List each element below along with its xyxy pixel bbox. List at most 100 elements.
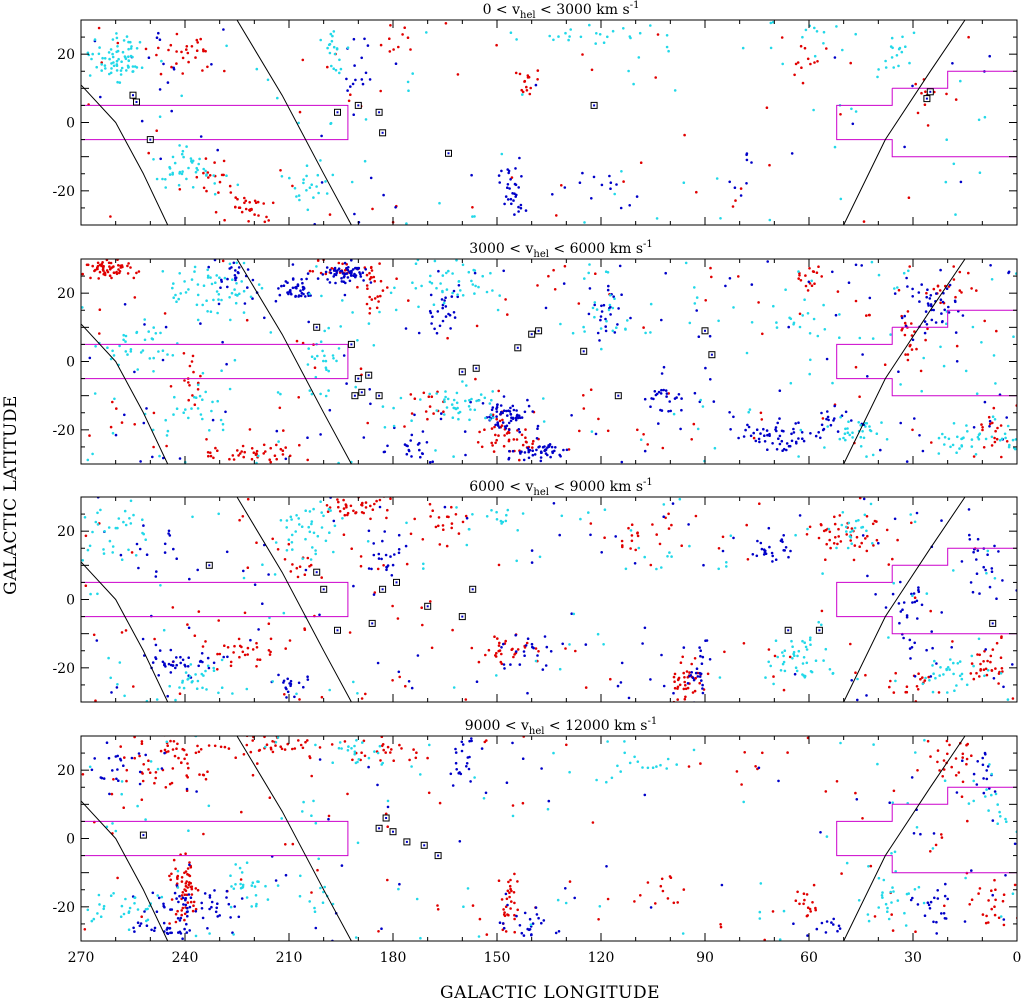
data-point <box>354 511 358 514</box>
data-point <box>858 545 861 548</box>
data-point <box>182 155 185 159</box>
data-point <box>507 421 511 425</box>
data-point <box>107 526 111 529</box>
data-point <box>974 453 978 456</box>
data-point <box>526 446 530 450</box>
data-point <box>165 928 169 931</box>
data-point <box>319 886 322 890</box>
data-point <box>536 284 539 287</box>
data-point <box>255 641 258 645</box>
data-point <box>115 777 118 781</box>
data-point <box>523 80 526 83</box>
data-point <box>857 899 861 902</box>
data-point <box>940 312 943 315</box>
data-point <box>902 601 906 604</box>
data-point <box>429 274 432 278</box>
data-point <box>138 40 142 44</box>
data-point <box>351 268 355 271</box>
data-point <box>124 629 128 632</box>
data-point <box>471 513 474 516</box>
data-point <box>393 553 396 556</box>
data-point <box>917 588 920 592</box>
data-point <box>536 654 539 657</box>
data-point <box>111 822 114 825</box>
data-point <box>273 454 277 458</box>
data-point <box>1002 685 1005 689</box>
data-point <box>488 402 492 405</box>
data-point <box>337 500 340 504</box>
data-point <box>268 458 272 462</box>
data-point <box>912 592 916 595</box>
title-part: < 9000 km s <box>549 479 643 495</box>
data-point <box>380 763 384 766</box>
data-point <box>665 395 668 398</box>
data-point <box>997 672 1001 675</box>
data-point <box>629 529 633 532</box>
boundary-curve <box>843 20 966 225</box>
data-point <box>934 321 938 324</box>
data-point <box>539 456 543 459</box>
data-point <box>450 403 454 406</box>
data-point <box>702 563 705 567</box>
data-point <box>338 510 342 513</box>
data-point <box>371 508 375 512</box>
data-point <box>428 461 432 464</box>
zone-of-avoidance-box <box>81 104 349 141</box>
data-point <box>823 446 826 449</box>
data-point <box>948 743 951 747</box>
data-point <box>448 313 452 317</box>
data-point <box>524 209 528 212</box>
data-point <box>667 512 670 516</box>
data-point <box>168 534 172 537</box>
data-point <box>133 756 136 760</box>
data-point <box>809 62 812 66</box>
data-point <box>936 889 939 892</box>
data-point <box>411 281 414 285</box>
data-point <box>600 183 604 187</box>
data-point <box>144 818 147 821</box>
data-point <box>86 548 90 552</box>
data-point <box>927 675 930 679</box>
data-point <box>993 544 996 548</box>
data-point <box>301 341 305 345</box>
data-point <box>342 533 346 536</box>
data-point <box>964 369 968 373</box>
data-point <box>249 638 252 642</box>
data-point <box>312 531 316 535</box>
data-point <box>789 381 793 385</box>
data-point <box>808 525 812 529</box>
data-point <box>227 747 231 750</box>
data-point <box>284 686 288 689</box>
data-point <box>178 172 181 175</box>
data-point <box>564 901 568 905</box>
data-point <box>167 48 170 52</box>
data-point <box>122 912 126 916</box>
data-point <box>724 284 727 288</box>
data-point <box>248 428 252 431</box>
data-point <box>327 369 331 373</box>
data-point <box>814 906 817 910</box>
marked-galaxy-center <box>461 370 464 373</box>
data-point <box>447 515 450 519</box>
data-point <box>129 348 133 351</box>
data-point <box>303 627 306 630</box>
data-point <box>781 540 784 544</box>
data-point <box>837 535 840 538</box>
data-point <box>191 515 194 519</box>
data-point <box>881 891 884 894</box>
data-point <box>143 338 147 342</box>
data-point <box>340 277 343 280</box>
data-point <box>176 917 180 920</box>
data-point <box>310 355 314 359</box>
data-point <box>975 558 978 561</box>
data-point <box>222 655 225 659</box>
zone-of-avoidance-box <box>836 88 1017 158</box>
data-point <box>120 631 124 634</box>
data-point <box>306 208 310 212</box>
boundary-curve <box>236 20 352 225</box>
data-point <box>482 797 486 800</box>
data-point <box>441 274 445 277</box>
data-point <box>275 443 278 447</box>
data-point <box>602 41 606 44</box>
data-point <box>490 509 493 512</box>
